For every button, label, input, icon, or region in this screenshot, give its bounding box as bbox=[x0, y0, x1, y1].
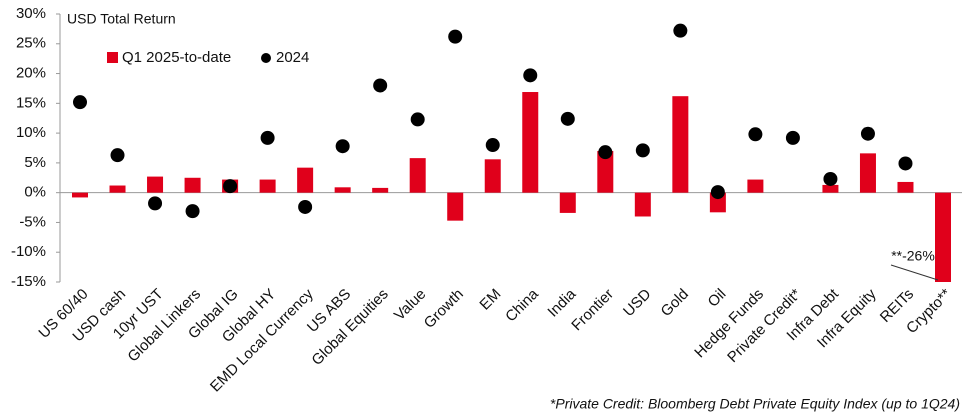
bar bbox=[747, 179, 764, 193]
dot bbox=[710, 185, 725, 200]
bar bbox=[184, 177, 201, 193]
bar bbox=[897, 181, 914, 193]
bar bbox=[297, 167, 314, 193]
dot bbox=[148, 196, 163, 211]
dot bbox=[598, 145, 613, 160]
dot bbox=[898, 156, 913, 171]
dot bbox=[223, 179, 238, 194]
y-tick-label: 10% bbox=[16, 124, 46, 141]
dot bbox=[260, 130, 275, 145]
bar bbox=[822, 184, 839, 193]
legend-label: Q1 2025-to-date bbox=[122, 49, 231, 66]
leader-line bbox=[890, 264, 939, 281]
y-tick-label: -15% bbox=[11, 273, 46, 290]
legend-swatch bbox=[107, 52, 118, 63]
bar bbox=[484, 159, 501, 193]
dot bbox=[298, 199, 313, 214]
dot bbox=[335, 139, 350, 154]
bar bbox=[672, 96, 689, 193]
bar bbox=[72, 192, 88, 198]
dot bbox=[110, 148, 125, 163]
dot bbox=[823, 171, 838, 186]
y-tick-label: 20% bbox=[16, 65, 46, 82]
y-tick-label: 15% bbox=[16, 94, 46, 111]
dot bbox=[410, 112, 425, 127]
chart-title: USD Total Return bbox=[67, 11, 176, 27]
bar bbox=[859, 153, 876, 193]
dot bbox=[785, 130, 800, 145]
value-label: **-26% bbox=[891, 248, 935, 264]
dot bbox=[560, 111, 575, 126]
bar bbox=[559, 192, 576, 213]
bar bbox=[447, 192, 464, 221]
legend-swatch bbox=[261, 53, 271, 63]
bar bbox=[597, 150, 614, 193]
dot bbox=[373, 78, 388, 93]
bar bbox=[372, 187, 389, 193]
x-tick-label: Frontier bbox=[568, 286, 617, 335]
dot bbox=[635, 143, 650, 158]
y-tick-label: -10% bbox=[11, 243, 46, 260]
dot bbox=[860, 126, 875, 141]
bar bbox=[409, 158, 426, 193]
x-tick-label: Growth bbox=[421, 286, 467, 332]
y-tick-label: 30% bbox=[16, 5, 46, 22]
bar bbox=[259, 179, 276, 193]
y-tick-label: 0% bbox=[24, 184, 46, 201]
y-tick-label: 25% bbox=[16, 35, 46, 52]
bar bbox=[109, 185, 126, 193]
dot bbox=[485, 138, 500, 153]
dot bbox=[73, 95, 87, 110]
dot bbox=[523, 68, 538, 83]
bar bbox=[334, 187, 351, 193]
footnote: *Private Credit: Bloomberg Debt Private … bbox=[550, 396, 960, 412]
y-tick-label: -5% bbox=[19, 213, 46, 230]
legend-label: 2024 bbox=[276, 49, 309, 66]
y-tick-label: 5% bbox=[24, 154, 46, 171]
x-tick-label: USD bbox=[620, 285, 655, 320]
bar bbox=[935, 192, 951, 282]
dot bbox=[673, 23, 688, 38]
dot bbox=[185, 204, 200, 219]
dot bbox=[748, 127, 763, 142]
bar bbox=[147, 176, 164, 193]
bar bbox=[634, 192, 651, 217]
x-tick-label: EM bbox=[476, 286, 504, 314]
plot-area bbox=[72, 23, 951, 282]
x-tick-label: Oil bbox=[705, 286, 730, 311]
x-tick-label: Gold bbox=[658, 286, 692, 320]
x-tick-label: China bbox=[502, 285, 542, 325]
bar bbox=[522, 92, 539, 193]
dot bbox=[448, 29, 463, 44]
